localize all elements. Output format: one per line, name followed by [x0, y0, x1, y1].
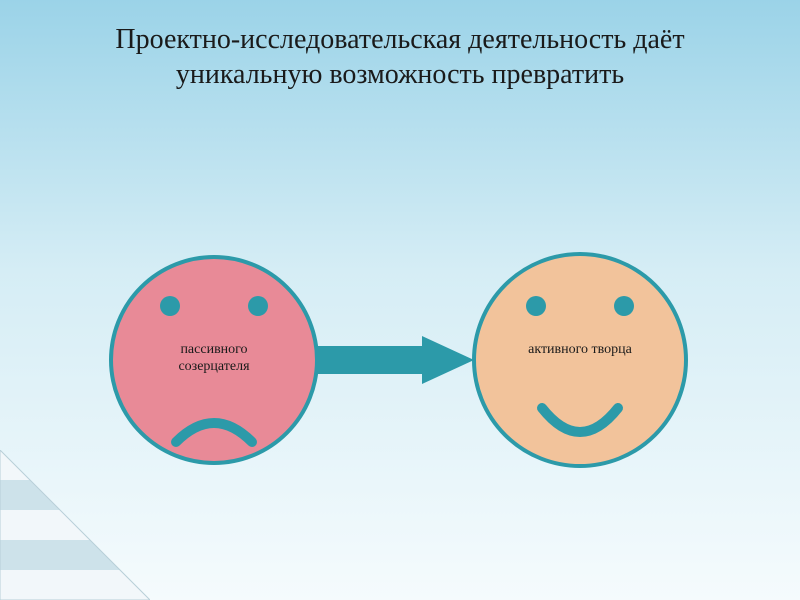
arrow-head-icon	[422, 336, 474, 384]
face-happy-label: активного творца	[476, 342, 684, 359]
page-corner-icon	[0, 450, 150, 600]
smile-icon	[532, 400, 628, 450]
face-sad-label-line2: созерцателя	[178, 359, 249, 374]
eye-icon	[248, 296, 268, 316]
eye-icon	[526, 296, 546, 316]
eye-icon	[160, 296, 180, 316]
title-line-1: Проектно-исследовательская деятельность …	[115, 24, 684, 55]
arrow-shaft	[314, 346, 422, 374]
slide-root: Проектно-исследовательская деятельность …	[0, 0, 800, 600]
title-line-2: уникальную возможность превратить	[176, 59, 624, 90]
face-happy-label-line1: активного творца	[528, 342, 632, 357]
eye-icon	[614, 296, 634, 316]
face-sad-label: пассивного созерцателя	[113, 342, 315, 376]
face-sad-label-line1: пассивного	[180, 342, 247, 357]
face-happy: активного творца	[472, 252, 688, 468]
face-sad: пассивного созерцателя	[109, 255, 319, 465]
slide-title: Проектно-исследовательская деятельность …	[40, 22, 760, 92]
frown-icon	[166, 400, 262, 450]
